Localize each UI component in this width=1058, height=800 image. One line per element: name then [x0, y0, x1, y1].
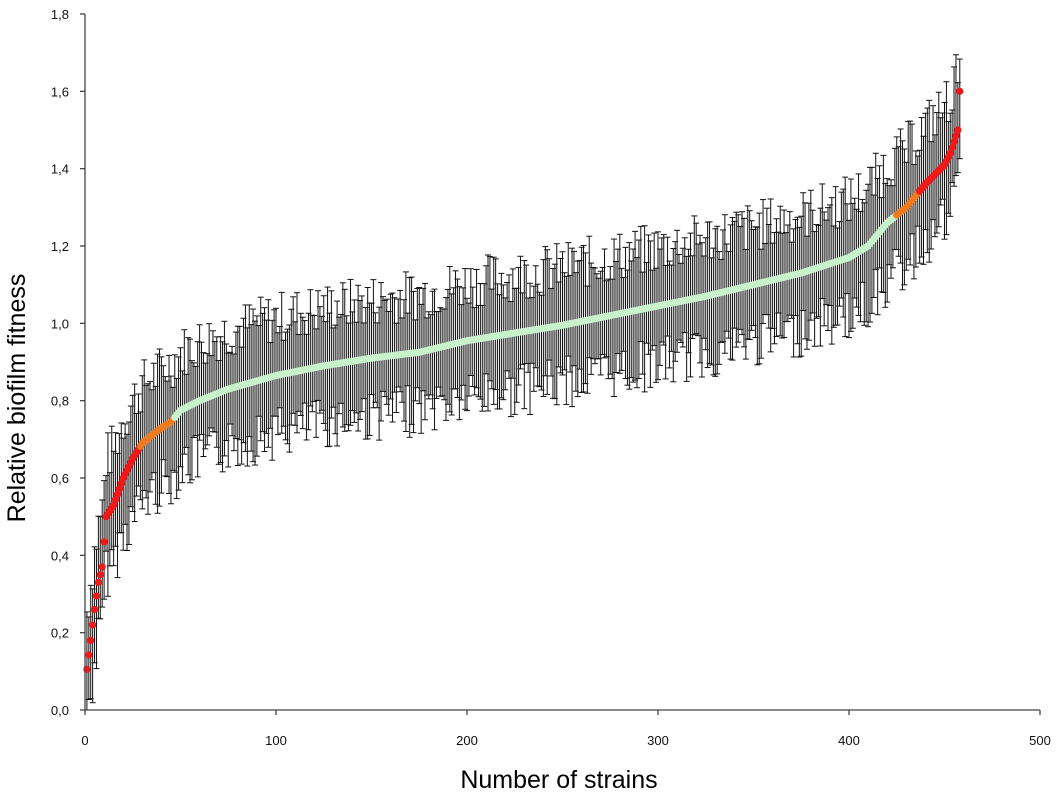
data-point: [948, 143, 956, 151]
data-point: [87, 636, 95, 645]
y-tick-label: 1,4: [51, 162, 69, 177]
data-point: [89, 621, 97, 629]
y-tick-label: 1,2: [51, 239, 69, 254]
x-tick-label: 200: [456, 733, 478, 748]
x-tick-label: 0: [81, 733, 88, 748]
y-tick-label: 0,0: [51, 703, 69, 718]
data-point: [96, 571, 104, 579]
data-point: [950, 138, 958, 146]
data-point: [946, 149, 954, 157]
data-point: [954, 126, 962, 134]
y-tick-label: 0,2: [51, 626, 69, 641]
data-point: [956, 87, 964, 95]
data-point: [92, 592, 101, 600]
y-tick-label: 1,6: [51, 84, 69, 99]
data-point: [115, 485, 123, 493]
x-axis-title: Number of strains: [460, 766, 657, 794]
data-point: [90, 605, 99, 614]
y-axis-title: Relative biofilm fitness: [3, 274, 31, 523]
y-tick-label: 1,0: [51, 316, 69, 331]
y-tick-label: 1,8: [51, 7, 69, 22]
tick-labels: 0,0 0,2 0,4 0,6 0,8 1,0 1,2 1,4 1,6 1,8 0 100 200 300…: [51, 7, 1051, 748]
y-tick-label: 0,4: [51, 548, 69, 563]
x-tick-label: 100: [265, 733, 287, 748]
y-tick-label: 0,6: [51, 471, 69, 486]
data-point: [110, 501, 118, 509]
data-point: [113, 490, 122, 498]
data-point: [111, 496, 120, 504]
data-point: [85, 651, 93, 659]
data-point: [952, 132, 960, 140]
data-points: [83, 87, 964, 674]
y-tick-label: 0,8: [51, 394, 69, 409]
axes: [80, 13, 1041, 715]
x-tick-label: 400: [838, 733, 860, 748]
data-point: [94, 578, 102, 587]
x-tick-label: 300: [647, 733, 669, 748]
data-point: [100, 538, 108, 546]
data-point: [117, 479, 125, 488]
x-tick-label: 500: [1029, 733, 1051, 748]
error-bars: [83, 54, 963, 711]
data-point: [98, 563, 106, 571]
